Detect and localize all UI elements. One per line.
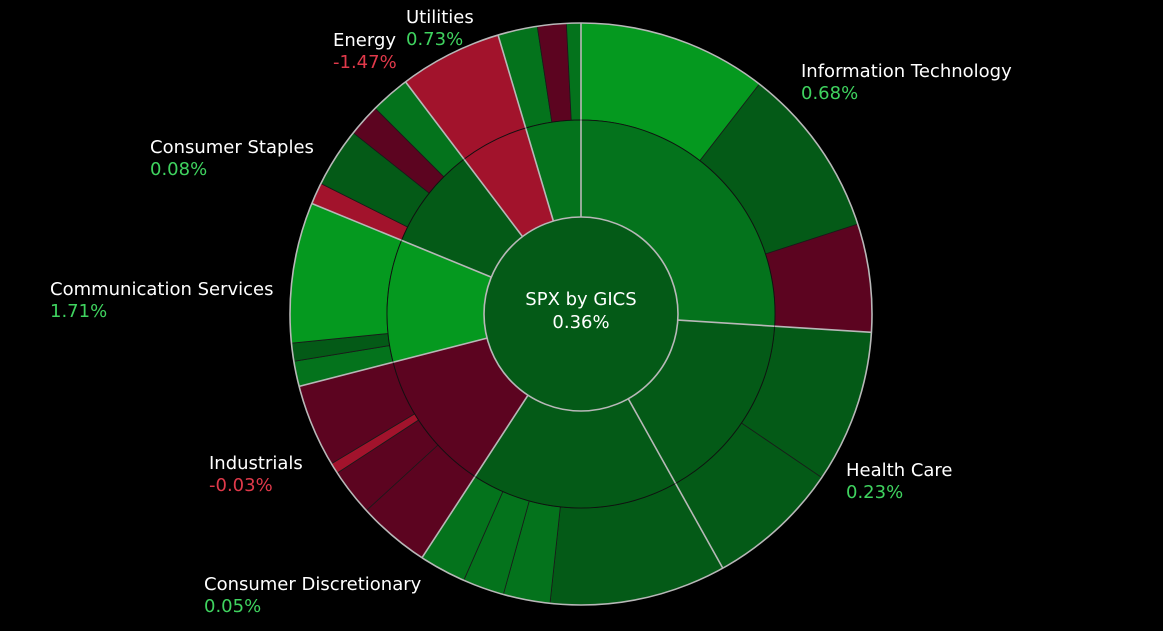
label-industrials: Industrials -0.03% <box>209 453 303 497</box>
label-health-care: Health Care 0.23% <box>846 460 953 504</box>
sector-name: Consumer Staples <box>150 137 314 158</box>
sector-name: Health Care <box>846 460 953 481</box>
sector-name: Energy <box>333 30 397 51</box>
sector-name: Consumer Discretionary <box>204 574 422 595</box>
center-disc[interactable] <box>483 216 679 412</box>
label-information-technology: Information Technology 0.68% <box>801 61 1012 105</box>
sector-change: 0.68% <box>801 83 859 104</box>
label-consumer-discretionary: Consumer Discretionary 0.05% <box>204 574 421 618</box>
sector-change: -0.03% <box>209 475 273 496</box>
sector-divider-utilities <box>497 34 555 222</box>
sector-change: 1.71% <box>50 301 108 322</box>
sector-name: Communication Services <box>50 279 274 300</box>
inner-ring-border <box>386 119 776 509</box>
label-consumer-staples: Consumer Staples 0.08% <box>150 137 314 181</box>
sector-change: 0.23% <box>846 482 904 503</box>
sector-change: -1.47% <box>333 52 397 73</box>
index-change: 0.36% <box>552 312 610 333</box>
label-utilities: Utilities 0.73% <box>406 7 474 51</box>
chart-center-label: SPX by GICS 0.36% <box>483 288 679 334</box>
sector-change: 0.05% <box>204 596 262 617</box>
label-communication-services: Communication Services 1.71% <box>50 279 274 323</box>
sector-divider-health-care <box>677 319 872 334</box>
sector-name: Industrials <box>209 453 303 474</box>
chart-title: SPX by GICS <box>525 289 637 310</box>
sector-change: 0.73% <box>406 29 464 50</box>
sector-divider-consumer-discretionary <box>627 398 724 569</box>
sector-change: 0.08% <box>150 159 208 180</box>
sector-divider-energy <box>404 81 524 238</box>
sector-divider-consumer-staples <box>311 202 492 278</box>
sector-name: Information Technology <box>801 61 1012 82</box>
outer-ring-border <box>289 22 873 606</box>
sector-name: Utilities <box>406 7 474 28</box>
sector-divider-communication-services <box>298 337 488 388</box>
label-energy: Energy -1.47% <box>333 30 397 74</box>
sector-divider-industrials <box>421 394 529 559</box>
